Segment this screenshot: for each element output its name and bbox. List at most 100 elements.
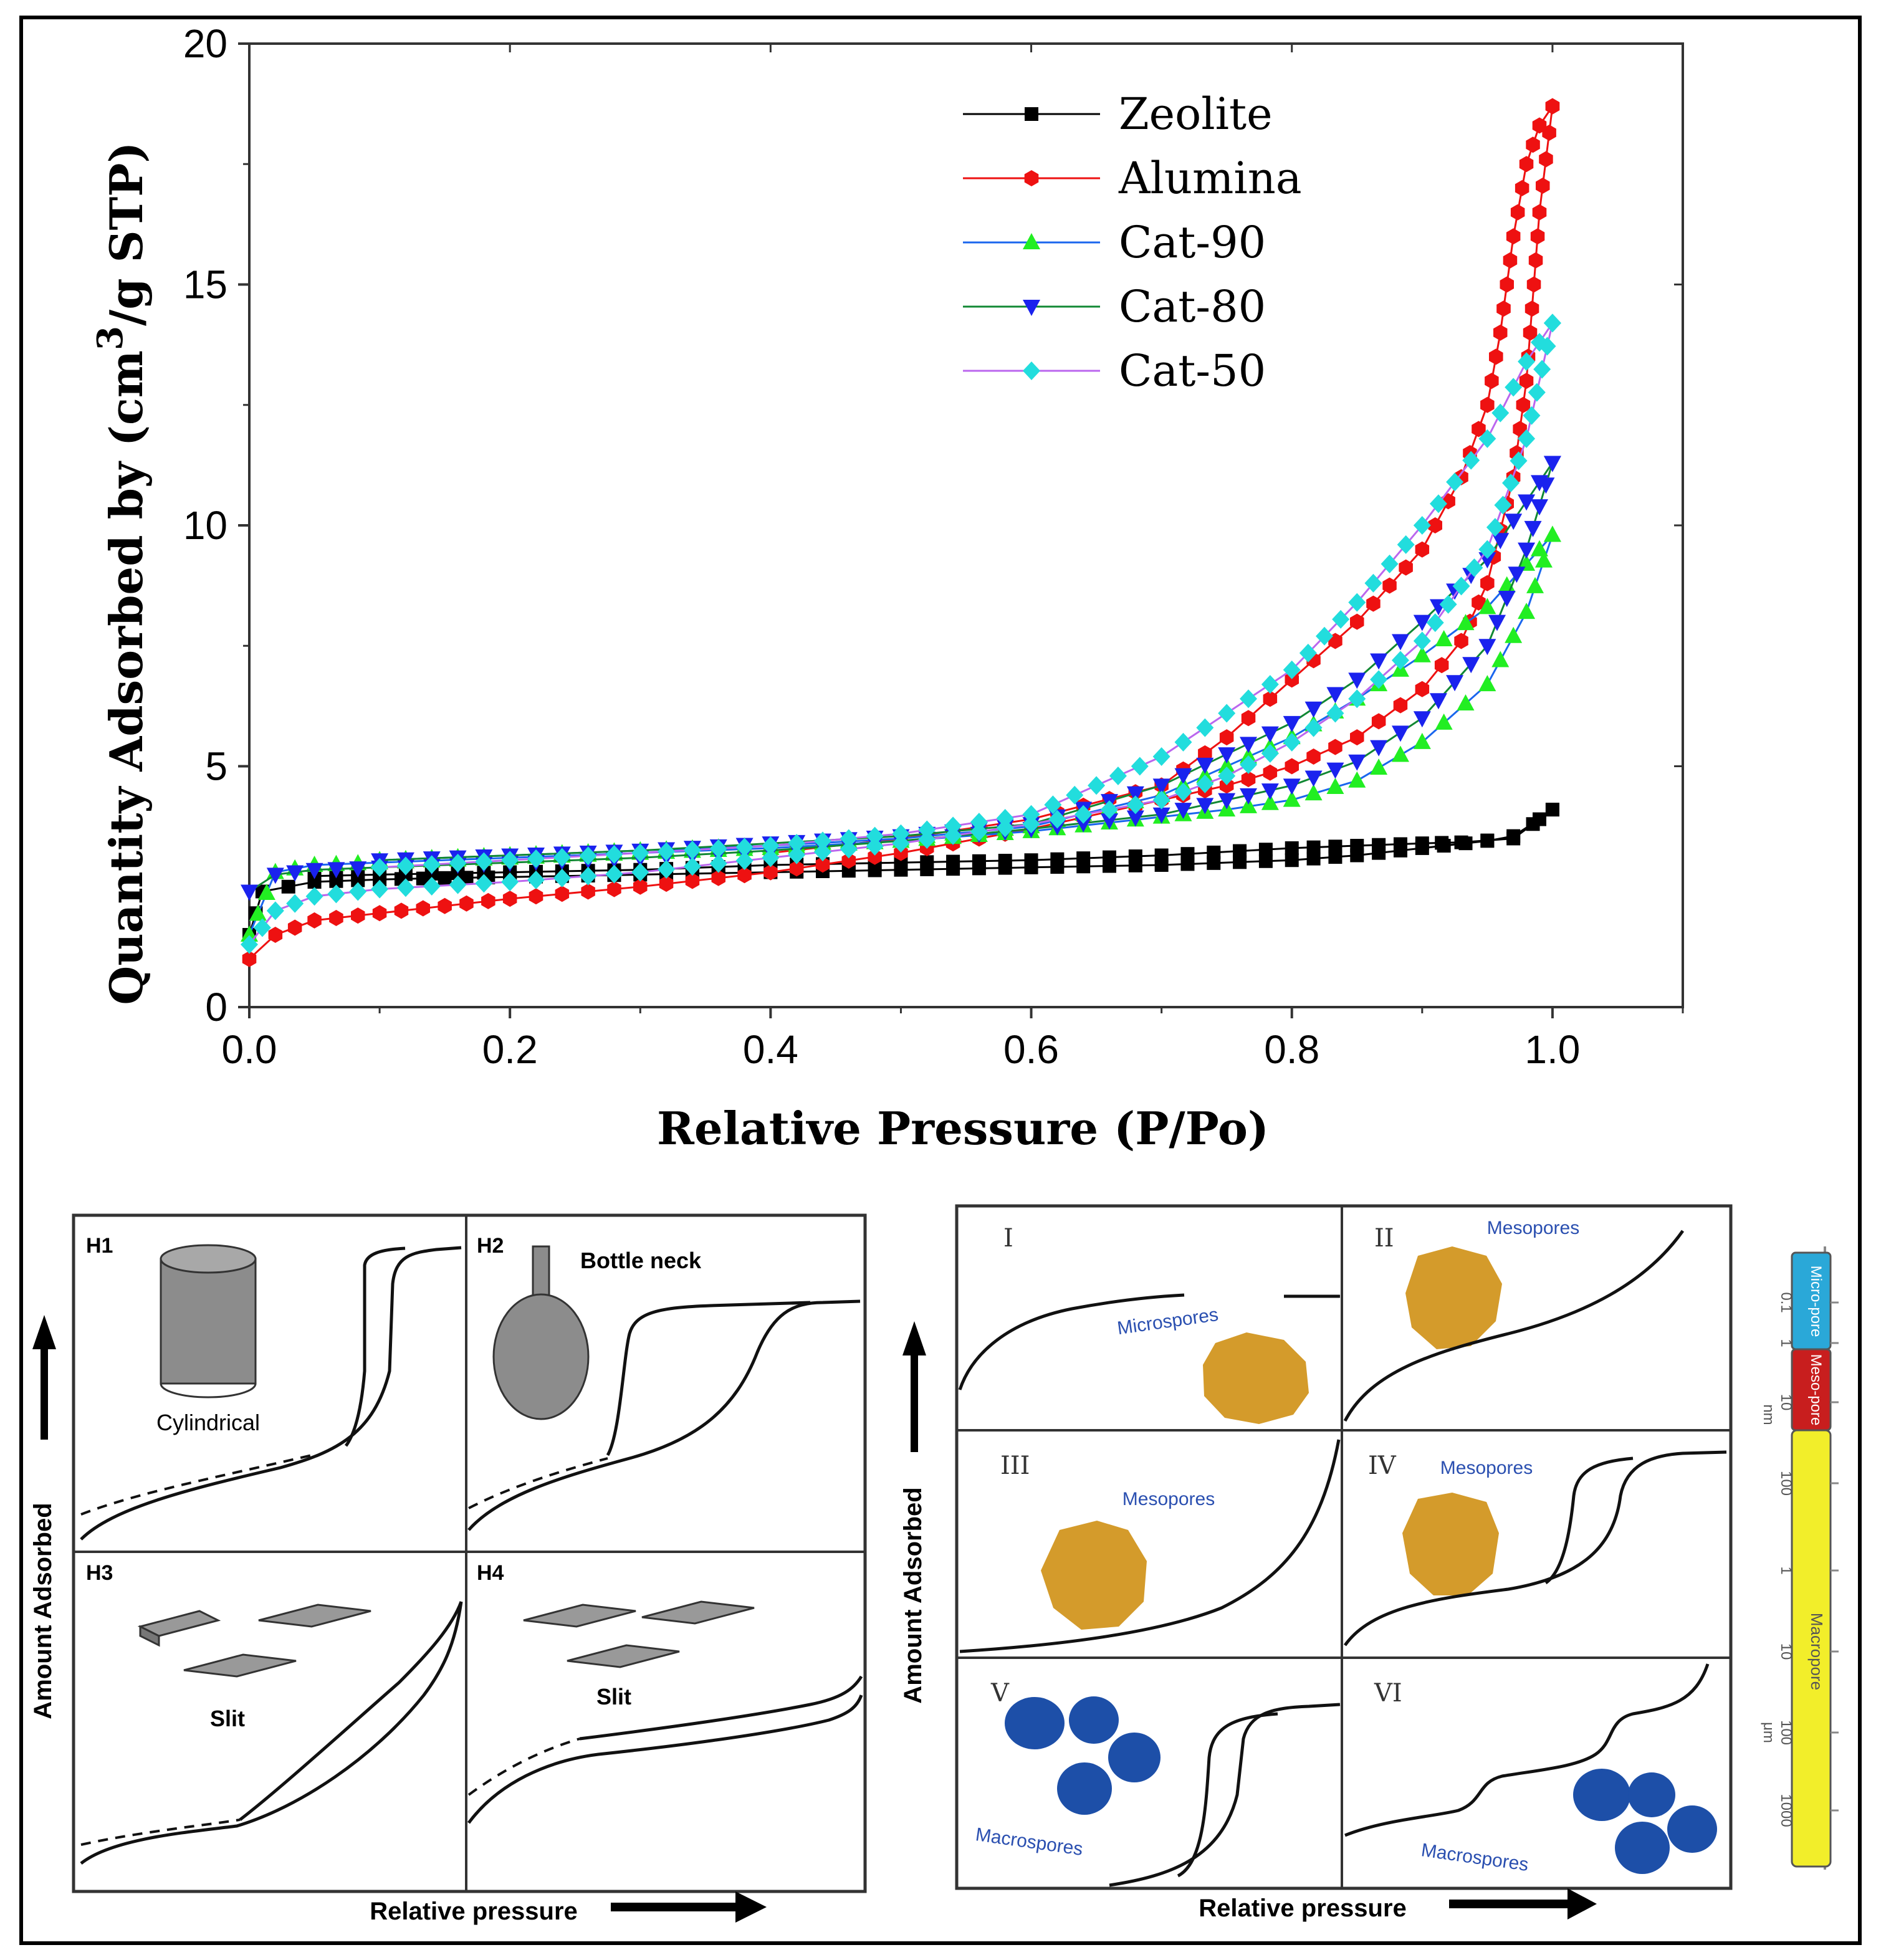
data-point-zeolite [946, 854, 960, 869]
data-point-cat-90 [1283, 790, 1301, 807]
data-point-cat-50 [1152, 790, 1170, 810]
data-point-cat-50 [918, 829, 936, 849]
data-point-cat-80 [1196, 757, 1214, 774]
y-axis-title-main: Quantity Adsorbed by (cm [100, 350, 153, 1005]
data-point-cat-50 [840, 829, 858, 848]
hysteresis-y-axis-label: Amount Adsorbed [29, 1503, 57, 1719]
data-point-zeolite [1180, 847, 1195, 861]
x-tick-label: 0.4 [743, 1027, 798, 1072]
data-point-alumina [1399, 559, 1413, 576]
data-point-zeolite [1306, 851, 1321, 866]
legend: Zeolite Alumina Cat-90 Cat-80 Cat-50 [963, 88, 1302, 396]
data-point-alumina [1285, 758, 1299, 775]
data-point-cat-50 [349, 882, 367, 901]
data-point-cat-80 [1152, 807, 1170, 824]
data-point-cat-80 [1283, 778, 1301, 795]
data-point-cat-50 [1364, 573, 1382, 593]
data-point-cat-50 [1533, 360, 1551, 379]
data-point-cat-50 [1196, 774, 1214, 793]
data-point-zeolite [1328, 839, 1343, 854]
data-point-cat-50 [1044, 795, 1062, 815]
isotherm-label-ii: II [1374, 1224, 1394, 1253]
data-point-cat-50 [527, 849, 545, 868]
data-point-cat-50 [1088, 776, 1106, 795]
data-point-cat-50 [996, 818, 1014, 838]
data-point-cat-50 [423, 876, 441, 896]
data-point-cat-50 [396, 878, 414, 897]
data-point-cat-50 [527, 870, 545, 889]
data-point-zeolite [1258, 843, 1273, 857]
pore-scale-tick-label: 1000 [1778, 1794, 1794, 1827]
data-point-alumina [1526, 276, 1541, 293]
data-point-cat-50 [371, 858, 389, 877]
hysteresis-x-axis-label: Relative pressure [370, 1898, 578, 1925]
data-point-alumina [394, 902, 409, 919]
hysteresis-curve-h2-dashed [468, 1457, 608, 1509]
data-point-zeolite [1285, 841, 1299, 855]
isotherm-x-axis-label: Relative pressure [1199, 1895, 1407, 1922]
data-point-cat-50 [1283, 660, 1301, 679]
data-point-zeolite [894, 856, 908, 870]
data-point-cat-50 [1218, 766, 1236, 785]
hysteresis-label-h2: H2 [477, 1234, 504, 1258]
data-point-cat-90 [1261, 793, 1279, 810]
legend-label: Cat-50 [1119, 345, 1266, 396]
data-point-alumina [438, 897, 452, 914]
legend-marker [1023, 361, 1040, 380]
data-point-alumina [1480, 575, 1495, 591]
data-point-cat-80 [349, 861, 367, 878]
data-point-cat-80 [1152, 778, 1170, 795]
particle-icon-mesoporous-ii [1405, 1246, 1502, 1349]
data-point-cat-50 [1316, 626, 1333, 646]
data-point-cat-50 [1426, 613, 1444, 633]
pore-scale-ticks: 0.1 1 10 100 1 10 100 1000 [1778, 1292, 1839, 1827]
data-point-alumina [1472, 594, 1486, 611]
data-point-cat-50 [735, 838, 754, 857]
y-axis-title-superscript: 3 [90, 326, 131, 350]
data-point-cat-90 [1435, 629, 1453, 646]
x-axis-title: Relative Pressure (P/Po) [657, 1102, 1269, 1155]
data-point-cat-50 [631, 863, 649, 882]
data-point-zeolite [1350, 839, 1364, 853]
data-point-alumina [1485, 373, 1499, 390]
data-point-cat-90 [1348, 771, 1366, 788]
y-tick-label: 10 [183, 503, 227, 548]
data-point-cat-80 [1543, 456, 1561, 472]
data-point-alumina [1350, 613, 1364, 630]
data-point-zeolite [1285, 853, 1299, 868]
data-point-cat-50 [1491, 403, 1510, 423]
data-point-cat-50 [605, 844, 623, 864]
y-axis-title-tail: /g STP) [100, 142, 153, 327]
data-point-cat-50 [501, 851, 519, 870]
data-point-cat-90 [1304, 784, 1323, 801]
data-point-alumina [868, 848, 882, 865]
data-point-cat-50 [1381, 554, 1399, 573]
mesopore-label: Meso-pore [1807, 1354, 1824, 1426]
data-point-alumina [1428, 517, 1442, 533]
hysteresis-curve-h1-dashed [80, 1454, 312, 1516]
data-point-cat-90 [1531, 540, 1548, 557]
legend-item-cat-80: Cat-80 [963, 281, 1266, 332]
data-point-cat-80 [241, 884, 258, 901]
data-point-cat-50 [1413, 631, 1431, 651]
data-point-cat-50 [944, 816, 962, 836]
data-point-alumina [1506, 228, 1521, 245]
hysteresis-curve-h2-adsorption [467, 1299, 861, 1531]
data-point-alumina [1532, 117, 1547, 134]
isotherm-types-panel: I Microspores II Mesopores III Mesopores… [899, 1204, 1733, 1922]
data-point-alumina [1415, 541, 1430, 558]
legend-marker [1024, 170, 1039, 186]
data-point-alumina [607, 881, 621, 897]
data-point-cat-80 [1391, 725, 1409, 742]
data-point-cat-80 [1370, 653, 1388, 670]
data-point-zeolite [1506, 831, 1521, 846]
y-tick-label: 5 [205, 744, 227, 789]
data-point-cat-50 [1465, 558, 1483, 578]
data-point-zeolite [1233, 844, 1247, 858]
data-point-cat-50 [1152, 747, 1170, 767]
data-point-alumina [1526, 136, 1540, 153]
data-point-alumina [1530, 228, 1545, 245]
data-point-cat-50 [814, 843, 831, 862]
data-point-alumina [268, 927, 283, 943]
chart-tick-labels: 0.0 0.2 0.4 0.6 0.8 1.0 0 5 10 15 20 [183, 21, 1581, 1072]
